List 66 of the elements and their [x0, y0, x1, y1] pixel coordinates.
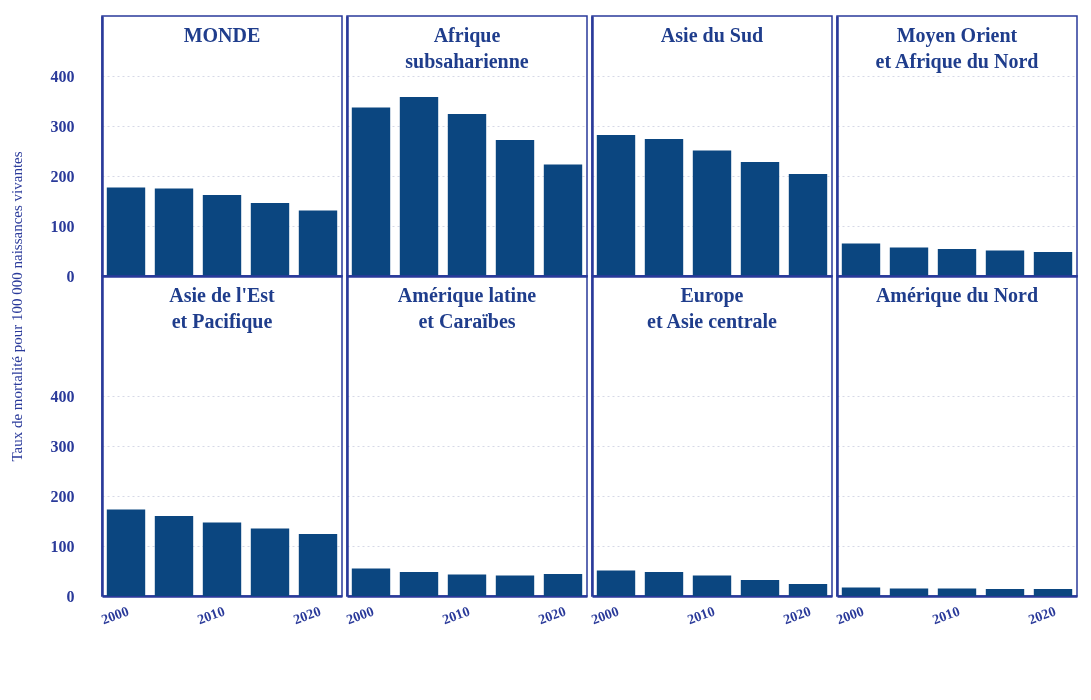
bar — [692, 575, 732, 596]
bar — [889, 247, 929, 276]
text: Afrique subsaharienne — [405, 24, 529, 72]
x-tick-label: 2020 — [1026, 603, 1058, 628]
y-tick-label: 200 — [50, 167, 75, 185]
bar — [202, 195, 242, 276]
x-tick-label: 2010 — [195, 603, 227, 628]
chart-title: MONDE — [183, 24, 261, 46]
y-tick-label: 0 — [66, 267, 75, 285]
bar — [644, 572, 684, 596]
x-tick-label: 2020 — [781, 603, 813, 628]
bar — [543, 164, 583, 276]
y-tick-label: 0 — [66, 587, 75, 605]
bar — [543, 574, 583, 596]
bar — [351, 568, 391, 596]
text: Amérique latine et Caraïbes — [397, 284, 537, 332]
bar — [495, 140, 535, 276]
bar — [596, 135, 636, 276]
y-tick-label: 400 — [50, 387, 75, 405]
text: Moyen Orient et Afrique du Nord — [875, 24, 1039, 73]
bar — [788, 174, 828, 276]
bar — [447, 574, 487, 596]
x-tick-label: 2010 — [440, 603, 472, 628]
bar — [596, 570, 636, 596]
text: Asie de l'Est et Pacifique — [169, 284, 276, 333]
bar — [447, 114, 487, 276]
x-tick-label: 2010 — [685, 603, 717, 628]
y-tick-label: 100 — [50, 537, 75, 555]
y-axis-title: Taux de mortalité pour 100 000 naissances vivantes — [8, 151, 25, 462]
bar — [298, 534, 338, 596]
x-tick-label: 2010 — [930, 603, 962, 628]
x-tick-label: 2020 — [291, 603, 323, 628]
bar — [740, 580, 780, 596]
x-tick-label: 2000 — [99, 603, 131, 628]
bar — [298, 210, 338, 276]
bar — [937, 249, 977, 276]
bar — [399, 97, 439, 276]
bar — [250, 528, 290, 596]
x-tick-label: 2000 — [344, 603, 376, 628]
x-tick-label: 2020 — [536, 603, 568, 628]
y-tick-label: 200 — [50, 487, 75, 505]
bar — [740, 162, 780, 276]
y-tick-label: 300 — [50, 117, 75, 135]
bar — [841, 243, 881, 276]
y-tick-label: 400 — [50, 67, 75, 85]
text: Europe et Asie centrale — [647, 284, 778, 332]
chart-title: Amérique du Nord — [875, 284, 1039, 307]
bar — [202, 522, 242, 596]
bar — [788, 584, 828, 596]
bar — [399, 572, 439, 596]
bar — [985, 250, 1025, 276]
bar — [351, 107, 391, 276]
y-tick-label: 300 — [50, 437, 75, 455]
bar — [644, 139, 684, 276]
x-tick-label: 2000 — [589, 603, 621, 628]
chart-title: Asie du Sud — [660, 24, 764, 46]
y-tick-label: 100 — [50, 217, 75, 235]
bar — [106, 187, 146, 276]
x-tick-label: 2000 — [834, 603, 866, 628]
bar — [692, 150, 732, 276]
bar — [106, 509, 146, 596]
bar — [250, 203, 290, 276]
bar — [1033, 252, 1073, 276]
bar — [495, 575, 535, 596]
bar — [154, 188, 194, 276]
bar — [154, 516, 194, 596]
